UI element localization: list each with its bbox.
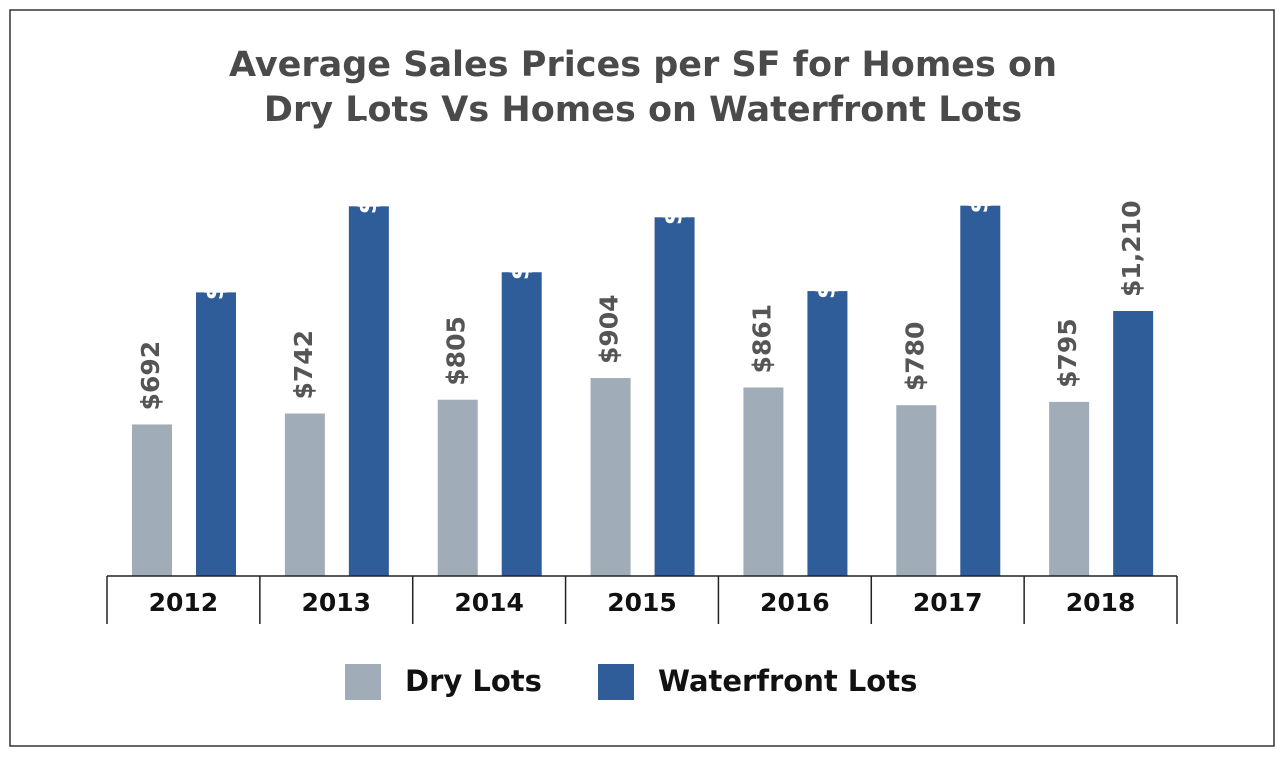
bar [960,205,1001,576]
x-tick-label: 2013 [301,588,371,617]
bar [743,387,784,576]
bar [284,413,325,576]
bar [590,378,631,576]
value-label: $795 [1053,318,1082,388]
value-label: $1,295 [200,204,229,300]
x-tick-label: 2012 [149,588,219,617]
bar [654,217,695,576]
x-tick-label: 2018 [1066,588,1136,617]
bar [437,399,478,576]
bar [132,424,172,576]
value-label: $1,210 [1117,201,1146,297]
bar [1113,311,1154,576]
value-label: $1,387 [506,184,535,280]
x-tick-label: 2017 [913,588,983,617]
value-label: $742 [289,330,318,400]
value-label: $861 [747,304,776,374]
value-label: $805 [442,316,471,386]
chart-title: Dry Lots Vs Homes on Waterfront Lots [264,90,1022,130]
bar [1049,401,1090,576]
legend-swatch [598,664,634,700]
value-label: $1,638 [659,129,688,225]
value-label: $780 [900,322,929,392]
x-tick-label: 2015 [607,588,677,617]
x-tick-label: 2014 [454,588,524,617]
bar [501,272,542,576]
legend-label: Dry Lots [405,664,542,698]
chart-title: Average Sales Prices per SF for Homes on [229,45,1057,85]
value-label: $1,301 [811,203,840,299]
x-tick-label: 2016 [760,588,830,617]
legend-swatch [345,664,381,700]
bar [196,292,236,576]
value-label: $1,688 [353,118,382,214]
value-label: $1,691 [964,117,993,213]
value-label: $692 [136,341,165,411]
bar [896,405,937,576]
bar [807,291,848,576]
value-label: $904 [595,294,624,364]
bar [348,206,389,576]
legend-label: Waterfront Lots [658,664,917,698]
